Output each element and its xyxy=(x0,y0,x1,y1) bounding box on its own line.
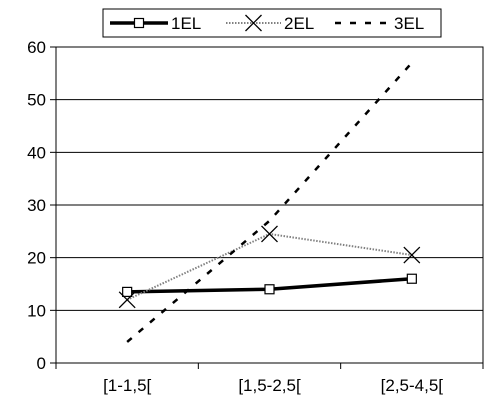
x-tick-label: [1-1,5[ xyxy=(103,376,151,395)
y-tick-label: 40 xyxy=(27,143,46,162)
y-tick-label: 60 xyxy=(27,38,46,57)
series-line-3el xyxy=(126,61,413,343)
gridlines xyxy=(56,99,483,311)
legend: 1EL 2EL 3EL xyxy=(102,8,442,38)
y-tick-label: 50 xyxy=(27,91,46,110)
legend-marker-2el xyxy=(245,14,262,32)
data-point-2el xyxy=(261,225,278,243)
x-axis-ticks: [1-1,5[ [1,5-2,5[ [2,5-4,5[ xyxy=(55,363,484,395)
y-tick-label: 10 xyxy=(27,301,46,320)
x-tick-label: [1,5-2,5[ xyxy=(238,376,301,395)
y-tick-label: 30 xyxy=(27,196,46,215)
data-point-1el xyxy=(122,286,133,297)
y-tick-label: 0 xyxy=(37,354,46,373)
x-tick-label: [2,5-4,5[ xyxy=(381,376,444,395)
legend-label-1el: 1EL xyxy=(171,14,201,33)
data-point-2el xyxy=(403,246,421,264)
legend-label-3el: 3EL xyxy=(394,14,424,33)
data-point-2el xyxy=(118,291,136,309)
data-point-1el xyxy=(406,273,417,284)
data-point-1el xyxy=(264,284,275,295)
series-lines xyxy=(118,61,421,343)
legend-marker-1el xyxy=(133,17,145,29)
legend-label-2el: 2EL xyxy=(284,14,314,33)
y-axis-ticks: 0 10 20 30 40 50 60 xyxy=(27,38,56,373)
y-tick-label: 20 xyxy=(27,249,46,268)
